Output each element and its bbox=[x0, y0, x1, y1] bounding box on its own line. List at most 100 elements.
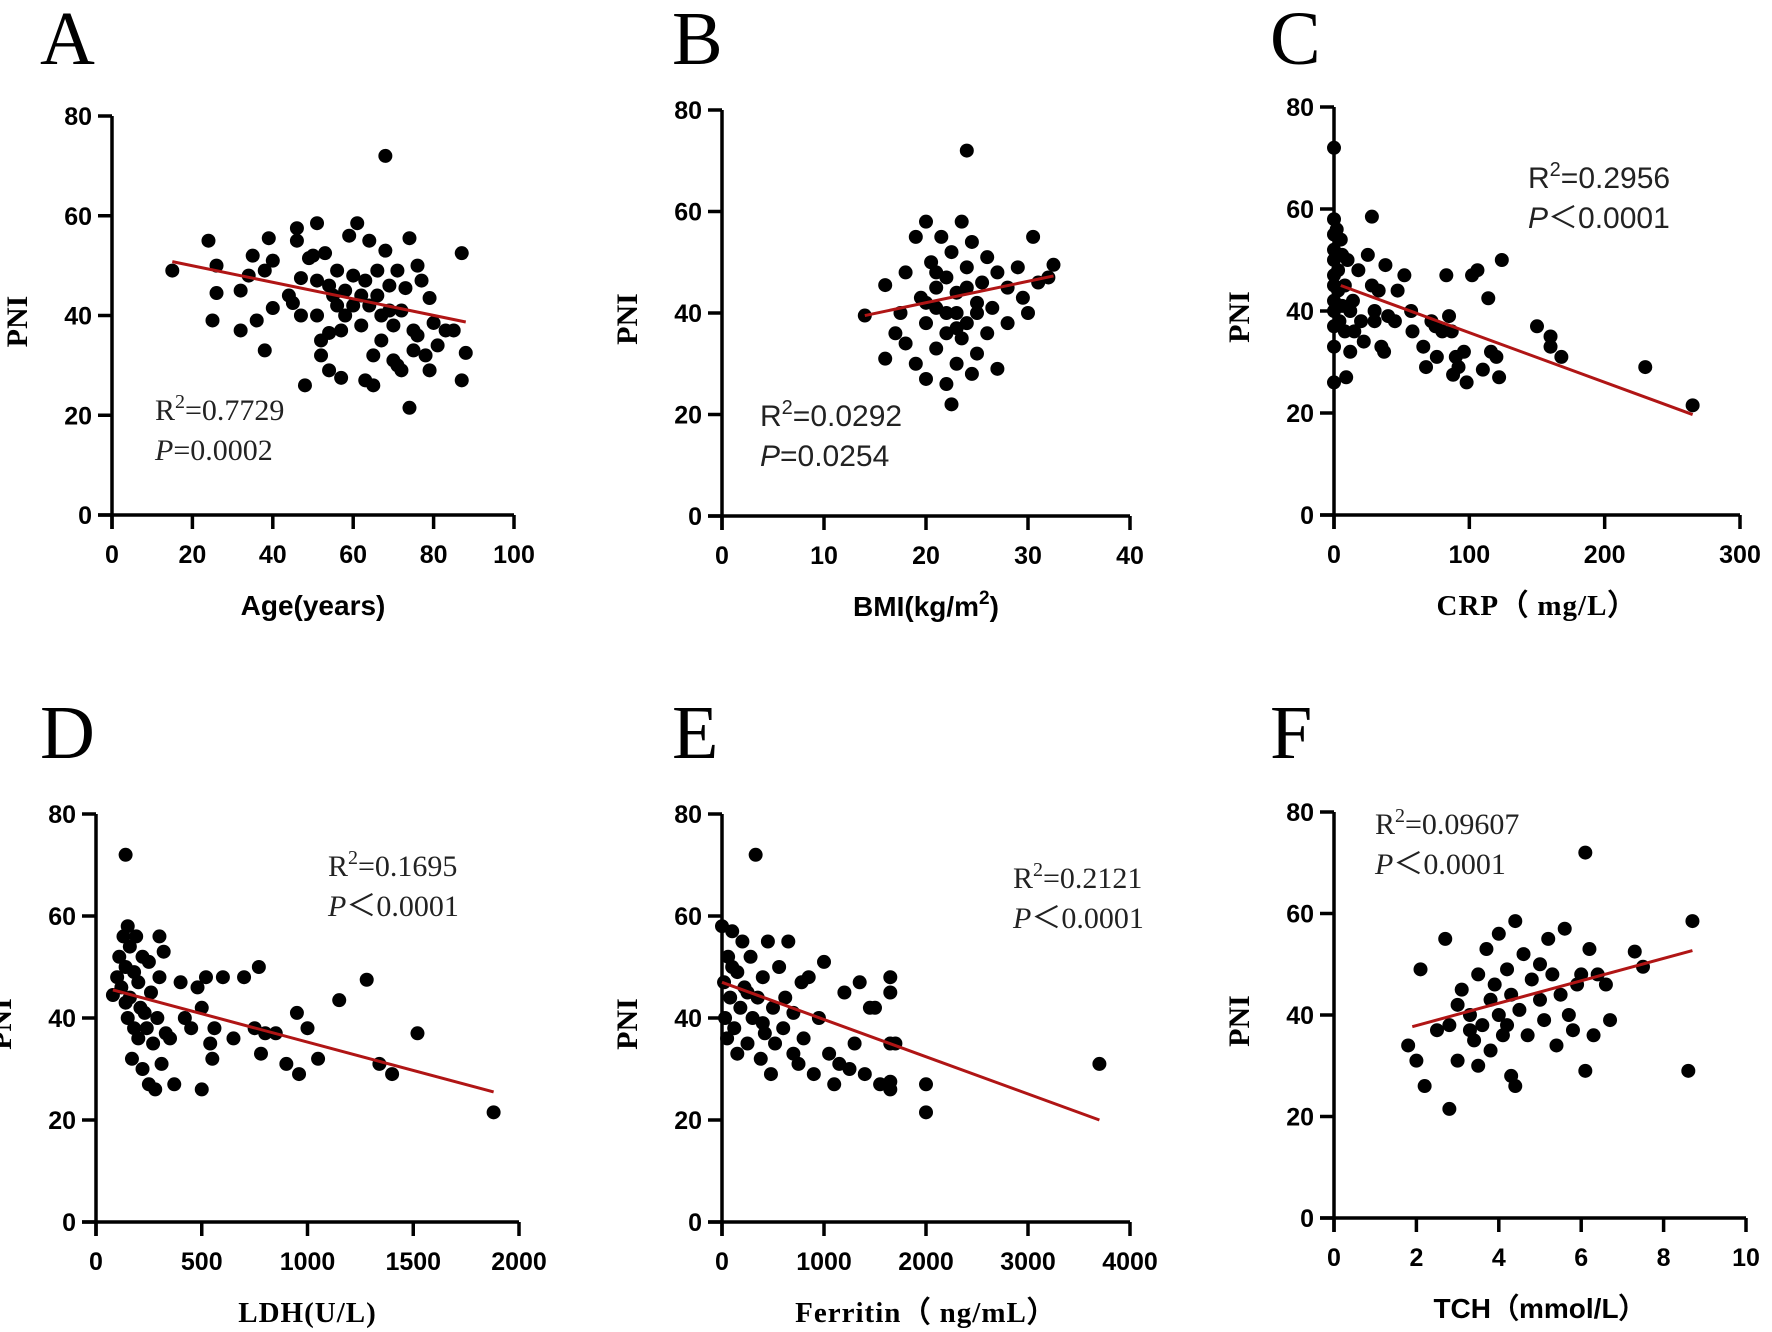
data-point bbox=[1442, 1101, 1457, 1116]
data-point bbox=[190, 980, 205, 995]
data-point bbox=[929, 280, 944, 295]
data-point bbox=[908, 229, 923, 244]
r-squared-value: =0.7729 bbox=[185, 394, 284, 427]
y-tick-label: 60 bbox=[674, 903, 702, 931]
data-point bbox=[1533, 957, 1547, 972]
data-point bbox=[141, 954, 156, 969]
y-tick-label: 80 bbox=[1286, 799, 1314, 827]
data-point bbox=[261, 231, 276, 246]
data-point bbox=[772, 960, 787, 974]
x-axis-label-text: BMI(kg/m bbox=[853, 591, 979, 622]
data-point bbox=[245, 248, 260, 263]
x-tick-label: 0 bbox=[1327, 1244, 1341, 1272]
data-point bbox=[908, 356, 923, 371]
data-point bbox=[342, 228, 357, 243]
regression-line bbox=[721, 980, 1100, 1122]
y-tick-label: 40 bbox=[48, 1005, 76, 1033]
data-point bbox=[1390, 283, 1405, 298]
x-tick-label: 40 bbox=[259, 541, 287, 569]
data-point bbox=[148, 1082, 163, 1097]
data-point bbox=[964, 234, 979, 249]
data-point bbox=[289, 233, 304, 248]
data-point bbox=[382, 278, 397, 293]
y-tick-label: 20 bbox=[674, 1107, 702, 1135]
data-point bbox=[330, 263, 345, 278]
data-point bbox=[249, 313, 264, 328]
y-axis-label: PNI bbox=[611, 998, 644, 1050]
x-tick-label: 100 bbox=[1448, 541, 1490, 569]
data-point bbox=[398, 281, 413, 296]
data-point bbox=[1333, 232, 1348, 247]
data-point bbox=[233, 283, 248, 298]
data-point bbox=[970, 346, 984, 361]
data-point bbox=[1586, 1028, 1601, 1043]
data-point bbox=[768, 1036, 783, 1051]
data-point bbox=[837, 985, 852, 1000]
p-value: =0.0002 bbox=[173, 434, 272, 467]
data-point bbox=[868, 1000, 882, 1015]
data-point bbox=[346, 298, 361, 313]
data-point bbox=[1565, 1023, 1580, 1038]
data-point bbox=[822, 1046, 837, 1061]
data-point bbox=[322, 278, 337, 293]
p-value: =0.0254 bbox=[780, 440, 889, 473]
data-point bbox=[718, 1011, 733, 1025]
data-point bbox=[226, 1031, 241, 1046]
data-point bbox=[1327, 375, 1341, 390]
data-point bbox=[1327, 140, 1341, 155]
data-point bbox=[194, 1082, 209, 1097]
p-value: ＜0.0001 bbox=[1548, 202, 1670, 235]
data-point bbox=[949, 356, 964, 371]
data-point bbox=[350, 216, 365, 231]
data-point bbox=[120, 919, 135, 934]
data-point bbox=[311, 1051, 326, 1066]
x-axis-label-superscript: 2 bbox=[979, 588, 990, 609]
data-point bbox=[318, 246, 333, 261]
data-point bbox=[1429, 349, 1444, 364]
y-axis-label: PNI bbox=[1, 296, 34, 348]
data-point bbox=[135, 1062, 150, 1076]
data-point bbox=[776, 1021, 791, 1036]
x-tick-label: 0 bbox=[105, 541, 119, 569]
r-superscript: 2 bbox=[1550, 159, 1561, 181]
y-tick-label: 20 bbox=[1286, 1104, 1314, 1132]
y-axis-label: PNI bbox=[611, 293, 644, 345]
p-letter: P bbox=[1012, 902, 1031, 935]
p-value-annotation: P＜0.0001 bbox=[1374, 848, 1506, 881]
x-tick-label: 1500 bbox=[385, 1248, 441, 1276]
data-point bbox=[778, 990, 793, 1005]
data-point bbox=[1409, 1053, 1424, 1068]
x-tick-label: 8 bbox=[1657, 1244, 1671, 1272]
data-point bbox=[1598, 977, 1613, 992]
data-point bbox=[1367, 314, 1382, 329]
y-tick-label: 20 bbox=[64, 402, 92, 430]
data-point bbox=[1638, 360, 1653, 375]
y-tick-label: 40 bbox=[674, 300, 702, 328]
data-point bbox=[237, 970, 252, 985]
data-point bbox=[1554, 349, 1569, 364]
data-point bbox=[857, 1067, 872, 1082]
data-point bbox=[139, 1021, 154, 1036]
data-point bbox=[1481, 291, 1496, 306]
data-point bbox=[359, 972, 374, 987]
data-point bbox=[883, 970, 898, 985]
y-tick-label: 40 bbox=[1286, 1002, 1314, 1030]
data-point bbox=[402, 400, 417, 415]
data-point bbox=[755, 970, 770, 985]
data-point bbox=[1561, 1008, 1576, 1022]
p-letter: P bbox=[1528, 202, 1548, 235]
data-point bbox=[1494, 253, 1509, 267]
r-letter: R bbox=[760, 400, 782, 433]
x-tick-label: 30 bbox=[1014, 542, 1042, 570]
data-point bbox=[1578, 845, 1593, 860]
data-point bbox=[1331, 263, 1346, 278]
data-point bbox=[198, 970, 213, 985]
r-squared-annotation: R2=0.0292 bbox=[760, 397, 902, 433]
x-axis-label: Ferritin（ ng/mL） bbox=[795, 1296, 1057, 1329]
data-point bbox=[1479, 942, 1494, 957]
x-tick-label: 3000 bbox=[1000, 1248, 1056, 1276]
data-point bbox=[1413, 962, 1428, 977]
data-point bbox=[289, 221, 304, 236]
data-point bbox=[1015, 290, 1030, 305]
r-superscript: 2 bbox=[1395, 805, 1405, 827]
